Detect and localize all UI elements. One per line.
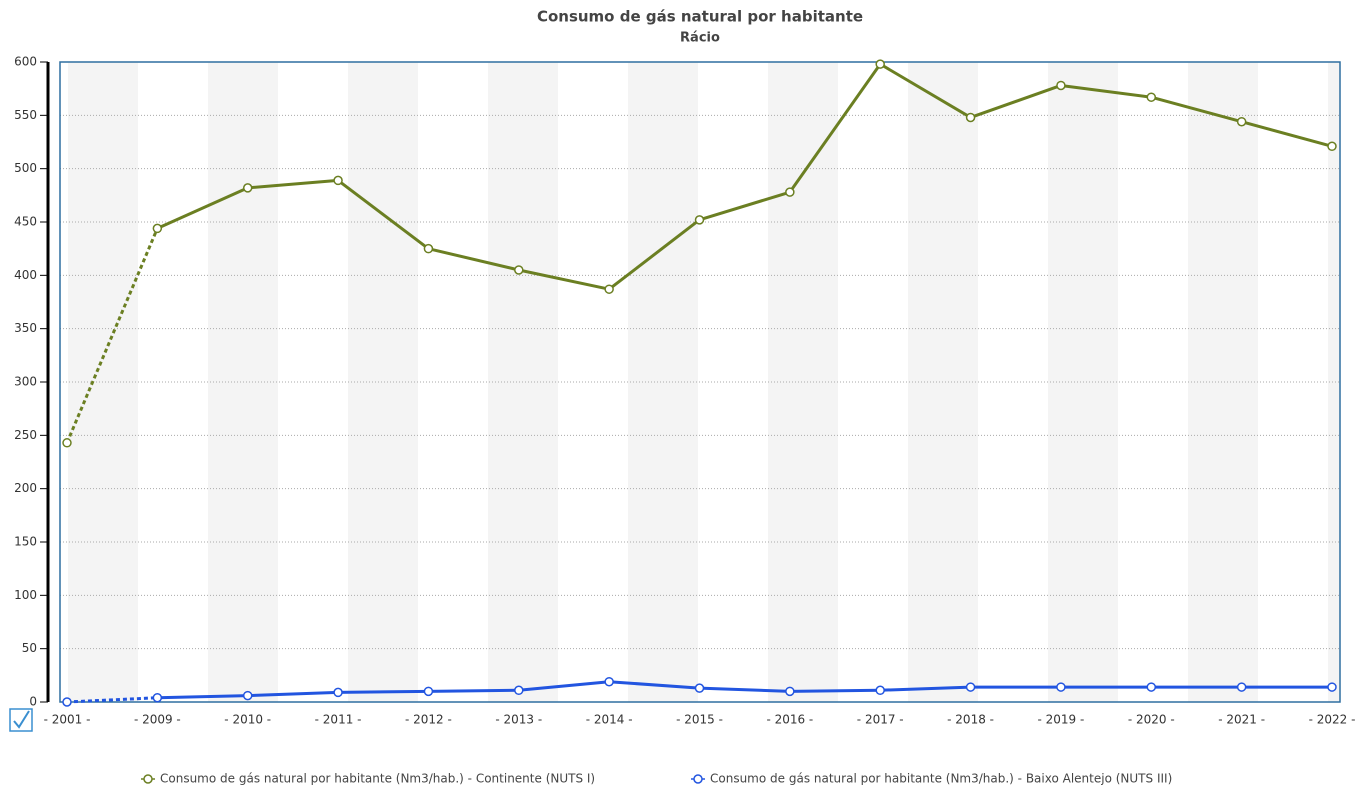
chart-subtitle: Rácio — [680, 31, 720, 46]
point — [1327, 141, 1337, 152]
x-tick-label: - 2001 - — [44, 713, 91, 727]
x-tick-label: - 2013 - — [495, 713, 542, 727]
legend-label: Consumo de gás natural por habitante (Nm… — [710, 772, 1172, 786]
y-tick-label: 100 — [14, 588, 37, 602]
line-segment — [66, 696, 158, 704]
point — [333, 175, 343, 186]
legend-item: Consumo de gás natural por habitante (Nm… — [691, 772, 1172, 786]
line-segment — [699, 686, 790, 693]
line-segment — [1241, 120, 1333, 148]
point — [242, 183, 253, 193]
legend-marker — [143, 774, 153, 784]
point — [514, 685, 524, 696]
x-tick-label: - 2019 - — [1038, 713, 1085, 727]
point — [423, 686, 434, 697]
point — [333, 687, 343, 698]
y-tick-label: 50 — [22, 641, 37, 655]
y-tick-label: 300 — [14, 375, 37, 389]
line-segment — [699, 190, 791, 222]
point — [1056, 80, 1066, 91]
line-segment — [788, 63, 882, 193]
x-tick-label: - 2018 - — [947, 713, 994, 727]
y-tick-label: 200 — [14, 481, 37, 495]
y-tick-label: 550 — [14, 108, 37, 122]
y-tick-label: 0 — [29, 695, 37, 709]
legend-label: Consumo de gás natural por habitante (Nm… — [160, 772, 595, 786]
point — [785, 187, 795, 197]
y-tick-label: 400 — [14, 268, 37, 282]
x-tick-label: - 2022 - — [1309, 713, 1356, 727]
y-tick-label: 450 — [14, 215, 37, 229]
line-segment — [970, 84, 1062, 119]
point — [62, 697, 72, 707]
point — [965, 112, 976, 123]
y-tick-label: 350 — [14, 321, 37, 335]
point — [694, 683, 705, 693]
y-tick-label: 150 — [14, 535, 37, 549]
point — [785, 686, 795, 697]
point — [965, 682, 976, 692]
line-segment — [609, 680, 700, 690]
line-segment — [156, 186, 249, 230]
line-segment — [247, 178, 339, 190]
stripe — [1328, 62, 1340, 702]
x-tick-label: - 2016 - — [766, 713, 813, 727]
point — [1327, 682, 1337, 692]
point — [1056, 682, 1066, 692]
point — [423, 243, 434, 254]
x-tick-label: - 2014 - — [586, 713, 633, 727]
x-tick-label: - 2021 - — [1218, 713, 1265, 727]
y-tick-label: 600 — [14, 55, 37, 69]
line-segment — [65, 227, 159, 444]
point — [152, 223, 163, 234]
line-segment — [518, 268, 610, 291]
x-tick-label: - 2020 - — [1128, 713, 1175, 727]
legend-item: Consumo de gás natural por habitante (Nm… — [141, 772, 595, 786]
line-segment — [337, 179, 430, 250]
x-tick-label: - 2015 - — [676, 713, 723, 727]
line-segment — [338, 689, 429, 694]
line-segment — [428, 247, 520, 272]
point — [694, 215, 705, 225]
line-segment — [247, 690, 339, 698]
point — [875, 685, 885, 696]
line-segment — [157, 694, 248, 700]
plot-border — [59, 61, 1341, 703]
point — [1146, 92, 1157, 102]
line-segment — [789, 688, 881, 693]
line-segment — [880, 685, 971, 692]
point — [604, 676, 614, 687]
line-segment — [1150, 95, 1243, 124]
x-tick-label: - 2009 - — [134, 713, 181, 727]
stripe — [1188, 62, 1258, 702]
stripe — [348, 62, 418, 702]
line-segment — [428, 688, 519, 693]
point — [1236, 116, 1247, 127]
point — [62, 438, 72, 448]
y-tick-label: 250 — [14, 428, 37, 442]
y-tick-label: 500 — [14, 161, 37, 175]
chart-title: Consumo de gás natural por habitante — [537, 8, 863, 26]
line-segment — [1060, 83, 1152, 99]
point — [1236, 682, 1247, 692]
point — [242, 690, 253, 701]
legend-marker — [693, 774, 703, 784]
checkmark — [13, 710, 30, 729]
point — [604, 284, 614, 294]
x-tick-label: - 2012 - — [405, 713, 452, 727]
line-segment — [518, 680, 610, 692]
stripe — [768, 62, 838, 702]
point — [514, 265, 524, 275]
x-tick-label: - 2011 - — [315, 713, 362, 727]
line-segment — [608, 218, 701, 291]
x-tick-label: - 2010 - — [224, 713, 271, 727]
line-segment — [879, 62, 972, 119]
point — [875, 59, 885, 69]
x-tick-label: - 2017 - — [857, 713, 904, 727]
point — [152, 692, 163, 703]
point — [1146, 682, 1157, 692]
